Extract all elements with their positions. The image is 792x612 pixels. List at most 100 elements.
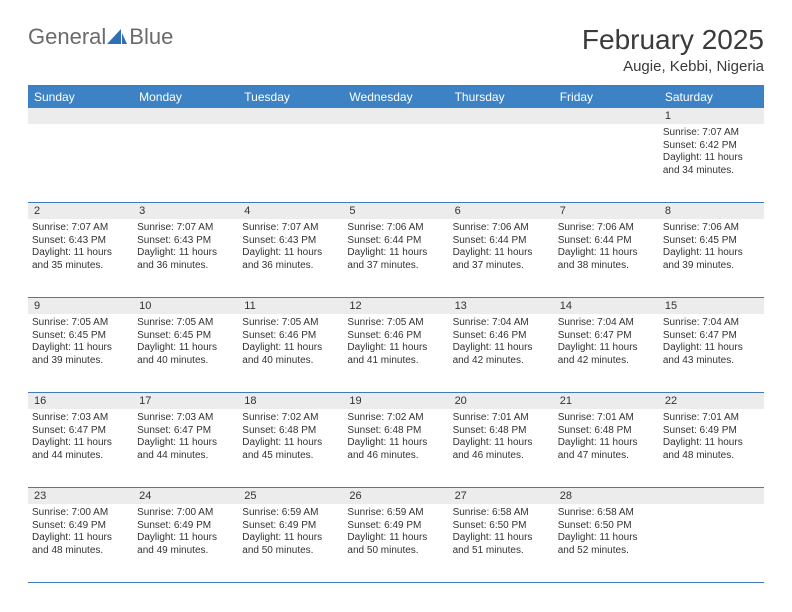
sunrise-line: Sunrise: 7:05 AM bbox=[32, 317, 129, 330]
day-number: 2 bbox=[28, 203, 133, 219]
sunset-line: Sunset: 6:45 PM bbox=[137, 330, 234, 343]
daylight-line: Daylight: 11 hours and 48 minutes. bbox=[663, 437, 760, 462]
daylight-line: Daylight: 11 hours and 42 minutes. bbox=[558, 342, 655, 367]
sunset-line: Sunset: 6:43 PM bbox=[32, 235, 129, 248]
sunrise-line: Sunrise: 7:06 AM bbox=[558, 222, 655, 235]
sunrise-line: Sunrise: 7:05 AM bbox=[137, 317, 234, 330]
sunset-line: Sunset: 6:44 PM bbox=[347, 235, 444, 248]
calendar-day bbox=[554, 124, 659, 202]
day-number: 14 bbox=[554, 298, 659, 314]
calendar-day: Sunrise: 7:02 AMSunset: 6:48 PMDaylight:… bbox=[343, 409, 448, 487]
day-number-row: 1 bbox=[28, 108, 764, 124]
sunrise-line: Sunrise: 7:05 AM bbox=[347, 317, 444, 330]
weekday-header: Friday bbox=[554, 86, 659, 108]
daylight-line: Daylight: 11 hours and 48 minutes. bbox=[32, 532, 129, 557]
daylight-line: Daylight: 11 hours and 46 minutes. bbox=[347, 437, 444, 462]
day-number bbox=[659, 488, 764, 504]
day-number: 5 bbox=[343, 203, 448, 219]
daylight-line: Daylight: 11 hours and 36 minutes. bbox=[137, 247, 234, 272]
daylight-line: Daylight: 11 hours and 45 minutes. bbox=[242, 437, 339, 462]
calendar-day: Sunrise: 7:04 AMSunset: 6:47 PMDaylight:… bbox=[554, 314, 659, 392]
sunset-line: Sunset: 6:45 PM bbox=[32, 330, 129, 343]
sunrise-line: Sunrise: 7:06 AM bbox=[453, 222, 550, 235]
daylight-line: Daylight: 11 hours and 34 minutes. bbox=[663, 152, 760, 177]
day-number: 19 bbox=[343, 393, 448, 409]
calendar-day: Sunrise: 7:01 AMSunset: 6:49 PMDaylight:… bbox=[659, 409, 764, 487]
calendar-week: Sunrise: 7:03 AMSunset: 6:47 PMDaylight:… bbox=[28, 409, 764, 488]
day-number: 3 bbox=[133, 203, 238, 219]
calendar-week: Sunrise: 7:07 AMSunset: 6:43 PMDaylight:… bbox=[28, 219, 764, 298]
calendar-day: Sunrise: 7:05 AMSunset: 6:45 PMDaylight:… bbox=[133, 314, 238, 392]
calendar-day bbox=[659, 504, 764, 582]
sunrise-line: Sunrise: 7:07 AM bbox=[242, 222, 339, 235]
sunrise-line: Sunrise: 7:00 AM bbox=[137, 507, 234, 520]
calendar-day: Sunrise: 7:00 AMSunset: 6:49 PMDaylight:… bbox=[133, 504, 238, 582]
header: General Blue February 2025 Augie, Kebbi,… bbox=[28, 24, 764, 75]
sunrise-line: Sunrise: 7:04 AM bbox=[453, 317, 550, 330]
calendar-day: Sunrise: 6:59 AMSunset: 6:49 PMDaylight:… bbox=[238, 504, 343, 582]
day-number bbox=[238, 108, 343, 124]
sunset-line: Sunset: 6:46 PM bbox=[453, 330, 550, 343]
day-number: 1 bbox=[659, 108, 764, 124]
logo: General Blue bbox=[28, 24, 173, 50]
day-number: 23 bbox=[28, 488, 133, 504]
daylight-line: Daylight: 11 hours and 44 minutes. bbox=[32, 437, 129, 462]
sunset-line: Sunset: 6:44 PM bbox=[558, 235, 655, 248]
sunrise-line: Sunrise: 7:06 AM bbox=[347, 222, 444, 235]
day-number-row: 232425262728 bbox=[28, 488, 764, 504]
sunrise-line: Sunrise: 7:02 AM bbox=[347, 412, 444, 425]
sunset-line: Sunset: 6:47 PM bbox=[558, 330, 655, 343]
daylight-line: Daylight: 11 hours and 50 minutes. bbox=[242, 532, 339, 557]
title-block: February 2025 Augie, Kebbi, Nigeria bbox=[582, 24, 764, 75]
sunrise-line: Sunrise: 7:04 AM bbox=[663, 317, 760, 330]
day-number bbox=[28, 108, 133, 124]
calendar-day: Sunrise: 7:01 AMSunset: 6:48 PMDaylight:… bbox=[449, 409, 554, 487]
calendar-day: Sunrise: 7:01 AMSunset: 6:48 PMDaylight:… bbox=[554, 409, 659, 487]
daylight-line: Daylight: 11 hours and 40 minutes. bbox=[242, 342, 339, 367]
sunset-line: Sunset: 6:47 PM bbox=[663, 330, 760, 343]
daylight-line: Daylight: 11 hours and 38 minutes. bbox=[558, 247, 655, 272]
title-location: Augie, Kebbi, Nigeria bbox=[582, 58, 764, 75]
calendar-day: Sunrise: 7:06 AMSunset: 6:44 PMDaylight:… bbox=[554, 219, 659, 297]
sunrise-line: Sunrise: 7:07 AM bbox=[663, 127, 760, 140]
sunset-line: Sunset: 6:49 PM bbox=[242, 520, 339, 533]
day-number-row: 2345678 bbox=[28, 203, 764, 219]
calendar-day bbox=[449, 124, 554, 202]
sunrise-line: Sunrise: 7:01 AM bbox=[558, 412, 655, 425]
logo-text-general: General bbox=[28, 24, 106, 50]
day-number: 28 bbox=[554, 488, 659, 504]
calendar-day: Sunrise: 7:05 AMSunset: 6:46 PMDaylight:… bbox=[343, 314, 448, 392]
day-number: 25 bbox=[238, 488, 343, 504]
day-number: 26 bbox=[343, 488, 448, 504]
calendar-week: Sunrise: 7:07 AMSunset: 6:42 PMDaylight:… bbox=[28, 124, 764, 203]
day-number: 18 bbox=[238, 393, 343, 409]
sunset-line: Sunset: 6:46 PM bbox=[347, 330, 444, 343]
calendar-day: Sunrise: 6:58 AMSunset: 6:50 PMDaylight:… bbox=[554, 504, 659, 582]
weekday-header-row: SundayMondayTuesdayWednesdayThursdayFrid… bbox=[28, 86, 764, 108]
day-number: 12 bbox=[343, 298, 448, 314]
title-month: February 2025 bbox=[582, 24, 764, 56]
sunset-line: Sunset: 6:48 PM bbox=[558, 425, 655, 438]
calendar-day bbox=[238, 124, 343, 202]
weekday-header: Sunday bbox=[28, 86, 133, 108]
daylight-line: Daylight: 11 hours and 36 minutes. bbox=[242, 247, 339, 272]
sunset-line: Sunset: 6:43 PM bbox=[242, 235, 339, 248]
sunset-line: Sunset: 6:50 PM bbox=[453, 520, 550, 533]
calendar-day: Sunrise: 7:02 AMSunset: 6:48 PMDaylight:… bbox=[238, 409, 343, 487]
daylight-line: Daylight: 11 hours and 35 minutes. bbox=[32, 247, 129, 272]
sunrise-line: Sunrise: 7:05 AM bbox=[242, 317, 339, 330]
daylight-line: Daylight: 11 hours and 51 minutes. bbox=[453, 532, 550, 557]
day-number: 13 bbox=[449, 298, 554, 314]
calendar: SundayMondayTuesdayWednesdayThursdayFrid… bbox=[28, 86, 764, 583]
day-number: 24 bbox=[133, 488, 238, 504]
day-number: 6 bbox=[449, 203, 554, 219]
sunset-line: Sunset: 6:49 PM bbox=[137, 520, 234, 533]
daylight-line: Daylight: 11 hours and 42 minutes. bbox=[453, 342, 550, 367]
sunset-line: Sunset: 6:43 PM bbox=[137, 235, 234, 248]
sunset-line: Sunset: 6:49 PM bbox=[32, 520, 129, 533]
sunset-line: Sunset: 6:48 PM bbox=[242, 425, 339, 438]
day-number: 9 bbox=[28, 298, 133, 314]
daylight-line: Daylight: 11 hours and 52 minutes. bbox=[558, 532, 655, 557]
sail-icon bbox=[107, 25, 127, 51]
calendar-day: Sunrise: 7:07 AMSunset: 6:43 PMDaylight:… bbox=[28, 219, 133, 297]
